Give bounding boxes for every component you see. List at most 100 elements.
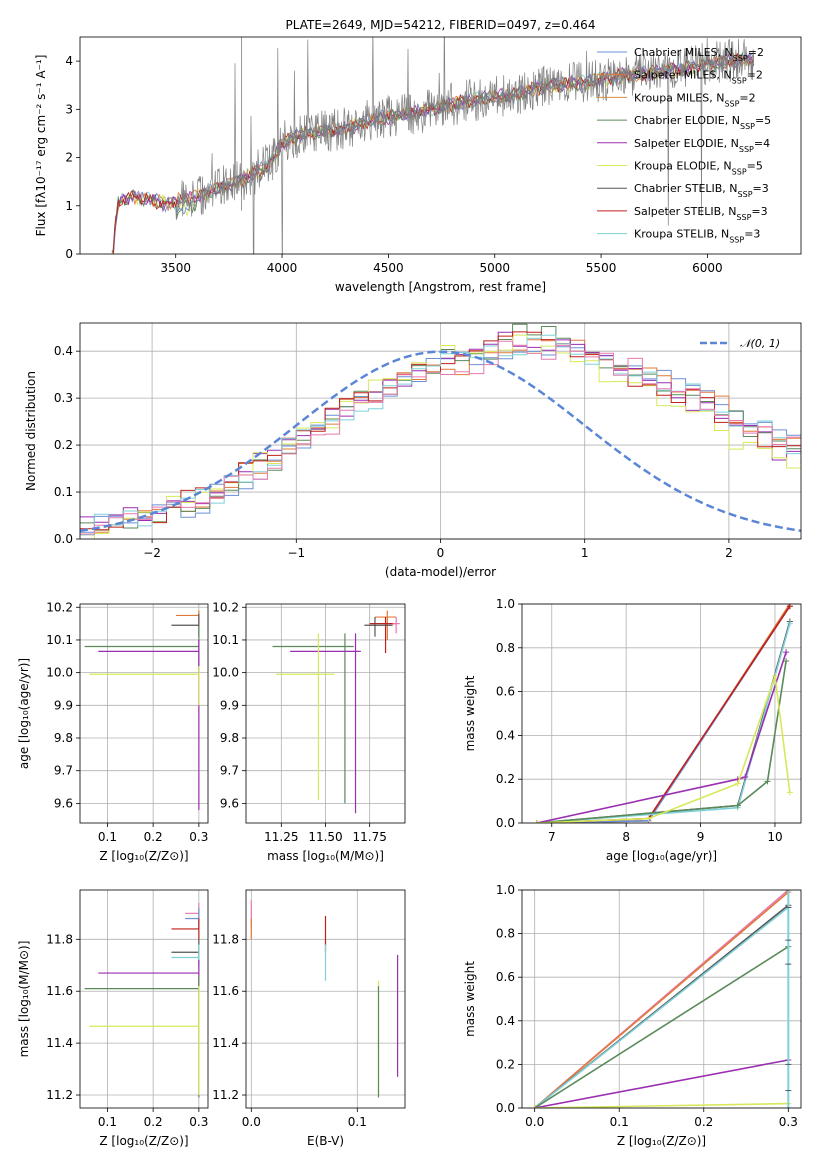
x-axis-label: E(B-V) [307,1134,344,1148]
y-tick-label: 9.8 [54,731,73,745]
y-tick-label: 0.6 [496,685,515,699]
y-tick-label: 11.6 [212,984,239,998]
histogram-step-line [80,334,801,539]
y-tick-label: 0.2 [54,438,73,452]
y-tick-label: 11.8 [212,932,239,946]
axes-frame [79,603,209,824]
y-tick-label: 11.6 [46,984,73,998]
y-axis-label: mass [log₁₀(M/M⊙)] [17,941,31,1058]
y-tick-label: 10.0 [46,666,73,680]
y-tick-label: 0.8 [496,641,515,655]
mass-weight-marker [783,657,790,664]
plot-area [84,902,200,1098]
legend-entry: Salpeter MILES, NSSP=2 [634,69,763,86]
plot-area [80,323,801,539]
mass-weight-marker [734,802,741,809]
y-tick-label: 11.4 [212,1036,239,1050]
model-spectrum-line [111,53,755,254]
x-axis-label: Z [log₁₀(Z/Z⊙)] [99,849,188,863]
histogram-step-line [80,334,801,536]
mass-weight-marker [533,820,540,823]
y-tick-label: 0.0 [54,532,73,546]
x-tick-label: 0.1 [98,1115,117,1129]
y-tick-label: 0.2 [496,1057,515,1071]
errorbar-panel: 11.25 11.50 11.75 9.6 9.7 9.8 9.9 10.0 10.1 10.2 m… [212,600,406,863]
x-tick-label: 0.3 [779,1115,798,1129]
mass-weight-line [536,605,791,823]
x-tick-label: 11.50 [308,830,342,844]
mass-weight-line [536,604,791,823]
legend-entry: 𝒩(0, 1) [740,337,780,350]
x-tick-label: 0.3 [189,1115,208,1129]
plot-area [272,610,400,814]
y-tick-label: 4 [65,54,73,68]
y-tick-label: 9.6 [220,796,239,810]
histogram-step-line [80,346,801,533]
errorbar-panel: 0.1 0.2 0.3 9.6 9.7 9.8 9.9 10.0 10.1 10.2 Z [log₁… [17,600,208,863]
x-tick-label: 7 [548,830,556,844]
x-tick-label: 4500 [373,261,404,275]
legend-entry: Chabrier STELIB, NSSP=3 [634,182,769,199]
mass-weight-marker [764,778,771,785]
y-axis-label: Normed distribution [24,371,38,491]
axes-frame [79,36,802,255]
errorbar-panel: 0.1 0.2 0.3 11.2 11.4 11.6 11.8 Z [log₁₀(Z/Z⊙)]… [17,889,209,1148]
y-axis-label: mass weight [463,675,477,751]
mass-weight-marker [645,815,652,822]
y-tick-label: 9.9 [220,698,239,712]
x-tick-label: 0 [437,546,445,560]
x-tick-label: 10 [767,830,782,844]
y-tick-label: 0.4 [496,728,515,742]
x-tick-label: 5500 [586,261,617,275]
x-tick-label: −1 [287,546,305,560]
mass-weight-line [536,660,787,823]
axes-frame [521,889,802,1109]
y-tick-label: 10.1 [46,633,73,647]
residual-histogram-panel: −2 −1 0 1 2 0.0 0.1 0.2 0.3 0.4 (data-model)/error… [24,322,802,579]
histogram-step-line [80,339,801,536]
legend-entry: Salpeter ELODIE, NSSP=4 [634,137,770,154]
y-tick-label: 9.6 [54,796,73,810]
x-tick-label: 2 [725,546,733,560]
axes-frame [79,889,209,1109]
mass-weight-line [534,906,789,1108]
y-tick-label: 1.0 [496,597,515,611]
mass-weight-line [534,946,789,1108]
mass-weight-line [536,605,791,823]
histogram-step-line [80,331,801,531]
mass-weight-marker [531,1105,538,1108]
x-tick-label: 11.75 [352,830,386,844]
chart-title: PLATE=2649, MJD=54212, FIBERID=0497, z=0… [286,18,596,32]
axes-frame [245,603,406,824]
mass-weight-panel: 0.0 0.1 0.2 0.3 0.0 0.2 0.4 0.6 0.8 1.0 Z [log₁₀(Z… [463,883,802,1148]
mass-weight-panel: 7 8 9 10 0.0 0.2 0.4 0.6 0.8 1.0 age [log₁₀(age/yr… [463,597,802,863]
y-axis-label: mass weight [463,961,477,1037]
y-tick-label: 3 [65,102,73,116]
y-tick-label: 9.7 [220,764,239,778]
mass-weight-line [534,1102,789,1108]
x-tick-label: 3500 [160,261,191,275]
y-tick-label: 2 [65,151,73,165]
mass-weight-line [536,676,791,823]
x-axis-label: mass [log₁₀(M/M⊙)] [267,849,384,863]
x-tick-label: 0.2 [144,830,163,844]
mass-weight-marker [786,620,793,627]
mass-weight-line [536,651,787,823]
x-axis-label: age [log₁₀(age/yr)] [606,849,717,863]
y-tick-label: 0.0 [496,1101,515,1115]
mass-weight-line [534,1059,789,1108]
legend-entry: Kroupa ELODIE, NSSP=5 [634,160,763,177]
plot-area [84,610,200,810]
mass-weight-marker [783,649,790,656]
y-tick-label: 1.0 [496,883,515,897]
y-tick-label: 11.8 [46,932,73,946]
axes-frame [79,322,802,540]
mass-weight-marker [734,780,741,787]
y-tick-label: 9.9 [54,698,73,712]
spectrum-panel: 3500 4000 4500 5000 5500 6000 0 1 2 3 4 PLATE=2649,… [34,18,802,294]
y-tick-label: 0 [65,247,73,261]
errorbar-panel: 0.0 0.1 11.2 11.4 11.6 11.8 E(B-V) [212,889,406,1148]
y-tick-label: 0.8 [496,927,515,941]
y-tick-label: 10.0 [212,666,239,680]
y-tick-label: 11.2 [212,1088,239,1102]
